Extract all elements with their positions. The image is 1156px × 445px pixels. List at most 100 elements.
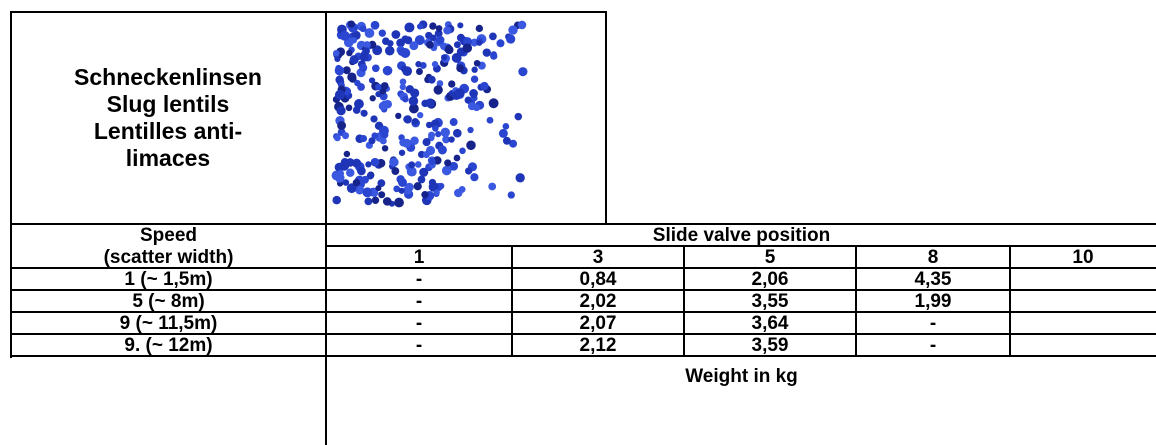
column-header: 10	[1072, 246, 1094, 268]
bead	[384, 46, 395, 56]
bead	[379, 137, 387, 145]
bead	[398, 149, 406, 156]
bead	[449, 161, 459, 171]
bead	[370, 188, 379, 197]
bead	[391, 30, 401, 39]
bead	[336, 106, 346, 116]
value-cell: -	[415, 334, 423, 356]
bead	[364, 28, 375, 38]
bead	[436, 80, 444, 87]
value-cell: 3,55	[751, 290, 789, 312]
bead	[443, 26, 452, 35]
title-line: Lentilles anti-limaces	[93, 118, 243, 171]
bead	[431, 61, 439, 68]
bead	[416, 23, 424, 30]
bead	[459, 147, 466, 155]
bead	[502, 122, 510, 130]
value-cell: -	[929, 312, 937, 334]
bead	[378, 191, 386, 199]
bead	[466, 140, 476, 151]
speed-cell: 1 (~ 1,5m)	[124, 268, 213, 290]
bead	[342, 66, 351, 75]
value-cell: -	[415, 312, 423, 334]
bead	[347, 72, 357, 82]
column-group: Slide valve position	[652, 224, 831, 246]
product-title: Schneckenlinsen Slug lentils Lentilles a…	[12, 14, 324, 222]
bead	[394, 197, 404, 208]
bead	[428, 178, 437, 187]
border	[511, 246, 513, 356]
bead	[415, 68, 423, 76]
value-cell: 3,59	[751, 334, 789, 356]
bead	[454, 88, 465, 98]
speed-cell: 9. (~ 12m)	[124, 334, 213, 356]
border	[10, 355, 1156, 357]
bead	[435, 25, 443, 32]
bead	[457, 22, 464, 29]
bead	[359, 25, 367, 33]
bead	[469, 89, 478, 98]
bead	[402, 95, 409, 103]
bead	[403, 115, 412, 124]
bead	[506, 34, 516, 44]
value-cell: 3,64	[751, 312, 789, 334]
bead	[378, 125, 389, 136]
bead	[435, 35, 445, 45]
bead	[411, 118, 419, 126]
border	[855, 246, 857, 356]
bead	[345, 158, 355, 167]
bead	[471, 66, 478, 73]
bead	[342, 179, 350, 186]
bead	[377, 179, 386, 188]
bead	[470, 75, 479, 83]
bead	[359, 63, 368, 72]
bead	[346, 168, 355, 177]
bead	[337, 121, 346, 130]
bead	[357, 166, 366, 176]
bead	[448, 80, 456, 88]
bead	[433, 189, 440, 196]
bead	[404, 22, 415, 33]
bead	[334, 89, 345, 100]
bead	[453, 128, 462, 138]
bead	[402, 138, 412, 148]
bead	[507, 191, 515, 199]
bead	[489, 32, 497, 41]
bead	[334, 65, 345, 76]
value-cell: 0,84	[579, 268, 617, 290]
bead	[475, 24, 484, 33]
bead	[335, 75, 344, 84]
bead	[433, 85, 443, 95]
bead	[398, 187, 405, 194]
bead	[391, 167, 400, 175]
bead	[402, 66, 413, 77]
bead	[488, 98, 499, 109]
border	[1009, 246, 1011, 356]
bead	[359, 52, 369, 62]
value-cell: 2,02	[579, 290, 617, 312]
bead	[486, 116, 494, 124]
bead	[408, 96, 419, 106]
bead	[347, 20, 356, 28]
title-line: Schneckenlinsen	[74, 64, 262, 90]
bead	[371, 196, 380, 204]
row-header: (scatter width)	[103, 246, 234, 268]
bead	[357, 83, 365, 91]
bead	[498, 128, 508, 138]
bead	[409, 41, 419, 51]
column-header: 1	[413, 246, 425, 268]
bead	[363, 41, 371, 49]
bead	[496, 39, 505, 48]
bead	[350, 37, 358, 44]
bead	[427, 75, 436, 84]
border	[683, 246, 685, 356]
bead	[370, 115, 378, 123]
column-header: 5	[764, 246, 776, 268]
bead	[419, 167, 429, 177]
bead	[428, 157, 436, 165]
bead	[422, 138, 431, 147]
bead	[369, 95, 376, 102]
bead	[426, 40, 434, 49]
bead	[352, 179, 361, 187]
bead	[453, 41, 461, 49]
